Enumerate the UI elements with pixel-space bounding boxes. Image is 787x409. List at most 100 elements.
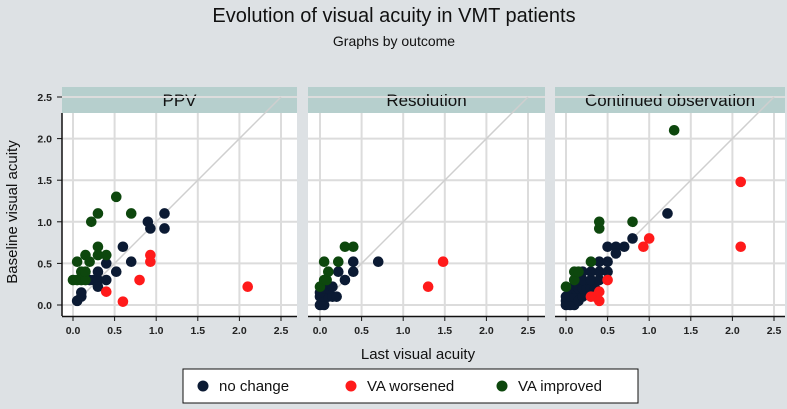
data-point (638, 241, 649, 253)
data-point (347, 266, 359, 278)
data-point (331, 291, 342, 302)
legend: no change VA worsened VA improved (182, 368, 639, 404)
data-point (100, 274, 112, 286)
data-point (560, 281, 572, 292)
data-point (593, 256, 605, 268)
data-point (735, 241, 747, 253)
x-tick-label: 0.0 (313, 325, 328, 337)
data-point (125, 208, 137, 219)
x-tick-label: 1.0 (642, 325, 657, 337)
reference-line (72, 96, 282, 306)
data-point (422, 281, 434, 292)
chart-title: Evolution of visual acuity in VMT patien… (212, 5, 575, 27)
panel-strip-label: Resolution (386, 91, 466, 110)
series-va-worsened (422, 256, 449, 292)
data-point (71, 256, 83, 268)
data-point (593, 216, 605, 228)
data-point (347, 256, 359, 268)
data-point (80, 274, 91, 286)
data-point (92, 208, 104, 219)
legend-box (182, 368, 639, 404)
data-point (593, 286, 605, 297)
series-va-worsened (585, 176, 747, 307)
data-point (585, 274, 597, 286)
series-no-change (71, 208, 170, 307)
data-point (585, 266, 597, 278)
x-tick-label: 1.5 (437, 325, 452, 337)
data-point (602, 274, 613, 286)
x-tick-label: 0.5 (107, 325, 122, 337)
data-point (145, 223, 156, 234)
data-point (347, 241, 359, 253)
x-tick-label: 2.5 (274, 325, 289, 337)
x-tick-label: 2.5 (521, 325, 536, 337)
data-point (627, 233, 638, 244)
x-axis-title: Last visual acuity (361, 346, 476, 363)
x-tick-label: 0.5 (354, 325, 369, 337)
data-point (117, 296, 129, 307)
data-point (159, 208, 170, 219)
y-tick-label: 1.5 (37, 175, 52, 187)
y-axis-title: Baseline visual acuity (4, 140, 21, 284)
panel-strip-label: Continued observation (585, 91, 755, 110)
data-point (100, 258, 112, 269)
data-point (333, 266, 344, 278)
data-point (573, 266, 584, 278)
data-point (372, 256, 384, 268)
data-point (593, 266, 605, 278)
series-va-improved (560, 124, 680, 292)
data-point (321, 274, 332, 286)
data-point (593, 295, 605, 307)
y-tick-label: 2.5 (37, 92, 52, 104)
data-point (662, 208, 673, 219)
data-point (84, 256, 95, 268)
panel-resolution: Resolution 0.0 0.5 1.0 1.5 2.0 2.5 (308, 87, 545, 337)
panel-strip (62, 87, 297, 113)
series-va-improved (67, 191, 137, 286)
legend-marker-va-improved (496, 380, 508, 392)
x-tick-label: 2.0 (232, 325, 247, 337)
data-point (569, 274, 580, 286)
x-tick-label: 0.0 (66, 325, 81, 337)
panel-strip (308, 87, 545, 113)
data-point (110, 266, 122, 278)
y-tick-label: 2.0 (37, 134, 52, 146)
data-point (76, 287, 87, 298)
legend-marker-va-worsened (345, 380, 357, 392)
data-point (134, 274, 145, 286)
data-point (735, 176, 747, 188)
data-point (100, 249, 112, 261)
data-point (145, 256, 156, 268)
y-tick-label: 0.5 (37, 258, 52, 270)
data-point (318, 299, 330, 311)
y-tick-label: 0.0 (37, 300, 52, 312)
x-tick-label: 2.5 (767, 325, 782, 337)
panel-strip-label: PPV (162, 91, 197, 110)
panels: PPV 0.0 0.5 1.0 1.5 2.0 2.5 0.0 0.5 1.0 1.5 2.0 2.5 R… (37, 87, 785, 337)
x-tick-label: 2.0 (479, 325, 494, 337)
x-tick-label: 1.5 (190, 325, 205, 337)
x-tick-label: 2.0 (725, 325, 740, 337)
data-point (339, 241, 351, 253)
data-point (339, 274, 351, 286)
data-point (577, 274, 588, 286)
panel-ppv: PPV 0.0 0.5 1.0 1.5 2.0 2.5 0.0 0.5 1.0 1.5 2.0 2.5 (37, 87, 297, 337)
data-point (100, 286, 112, 297)
data-point (593, 274, 605, 286)
data-point (437, 256, 449, 268)
data-point (602, 241, 613, 253)
data-point (159, 223, 170, 234)
legend-label-va-improved: VA improved (518, 378, 602, 395)
data-point (318, 256, 330, 268)
data-point (117, 241, 129, 253)
y-tick-label: 1.0 (37, 217, 52, 229)
series-va-improved (314, 241, 359, 292)
data-point (125, 256, 137, 268)
series-va-worsened (100, 249, 254, 307)
data-point (585, 256, 597, 268)
legend-label-va-worsened: VA worsened (367, 378, 454, 395)
data-point (668, 124, 680, 136)
x-tick-label: 0.0 (559, 325, 574, 337)
x-tick-label: 1.0 (149, 325, 164, 337)
